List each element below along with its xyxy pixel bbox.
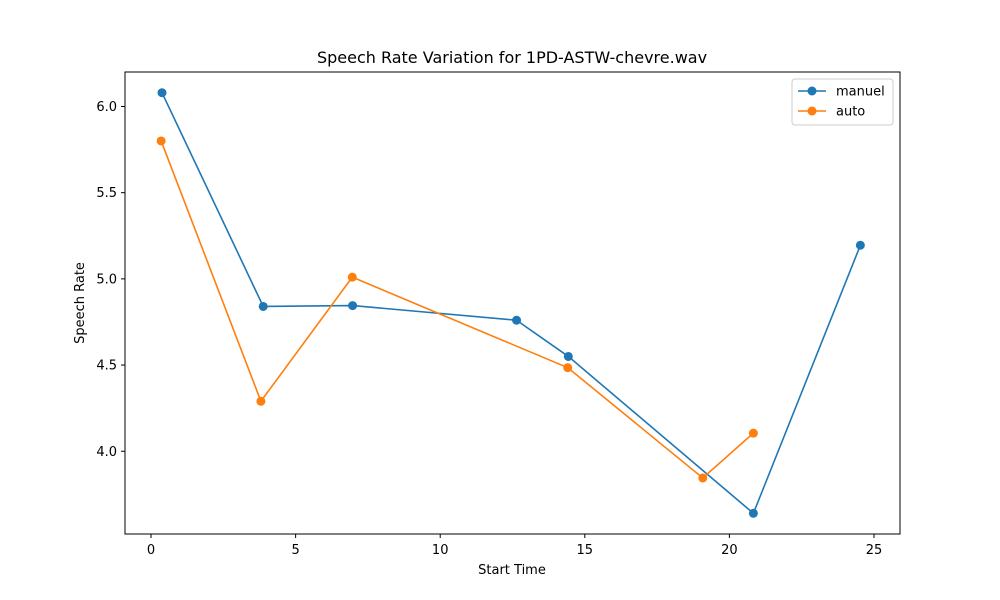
legend: manuel auto [791, 78, 894, 126]
data-point-manuel [348, 301, 358, 311]
data-point-manuel [157, 88, 167, 98]
y-tick-label: 5.0 [96, 272, 117, 287]
data-point-auto [347, 272, 357, 282]
y-tick-label: 4.0 [96, 445, 117, 460]
y-axis-label: Speech Rate [73, 262, 88, 344]
series-auto [156, 136, 758, 483]
series-line-manuel [161, 92, 862, 515]
y-tick-label: 4.5 [96, 359, 117, 374]
data-point-manuel [563, 351, 573, 361]
x-tick-label: 25 [866, 543, 883, 558]
legend-marker-manuel [807, 86, 817, 96]
series-manuel [157, 88, 865, 518]
x-axis-label: Start Time [478, 563, 546, 578]
data-point-manuel [512, 315, 522, 325]
axes-frame [124, 71, 901, 535]
x-tick-label: 0 [147, 543, 155, 558]
y-tick-label: 5.5 [96, 186, 117, 201]
data-point-auto [698, 473, 708, 483]
plot-area [156, 88, 865, 518]
legend-label-auto: auto [836, 105, 865, 120]
data-point-auto [256, 396, 266, 406]
data-point-auto [748, 428, 758, 438]
y-tick-label: 6.0 [96, 100, 117, 115]
legend-item-manuel: manuel [798, 85, 885, 100]
legend-item-auto: auto [798, 105, 865, 120]
data-point-auto [156, 136, 166, 146]
series-line-auto [160, 140, 754, 480]
data-point-manuel [748, 508, 758, 518]
x-tick-label: 10 [432, 543, 449, 558]
x-tick-label: 20 [721, 543, 738, 558]
chart-title: Speech Rate Variation for 1PD-ASTW-chevr… [317, 48, 707, 67]
legend-marker-auto [807, 106, 817, 116]
x-axis: 0 5 10 15 20 25 [147, 534, 882, 558]
data-point-auto [563, 363, 573, 373]
data-point-manuel [258, 301, 268, 311]
data-point-manuel [855, 240, 865, 250]
x-tick-label: 15 [577, 543, 594, 558]
y-axis: 4.0 4.5 5.0 5.5 6.0 [96, 100, 125, 460]
legend-label-manuel: manuel [836, 85, 885, 100]
x-tick-label: 5 [291, 543, 299, 558]
